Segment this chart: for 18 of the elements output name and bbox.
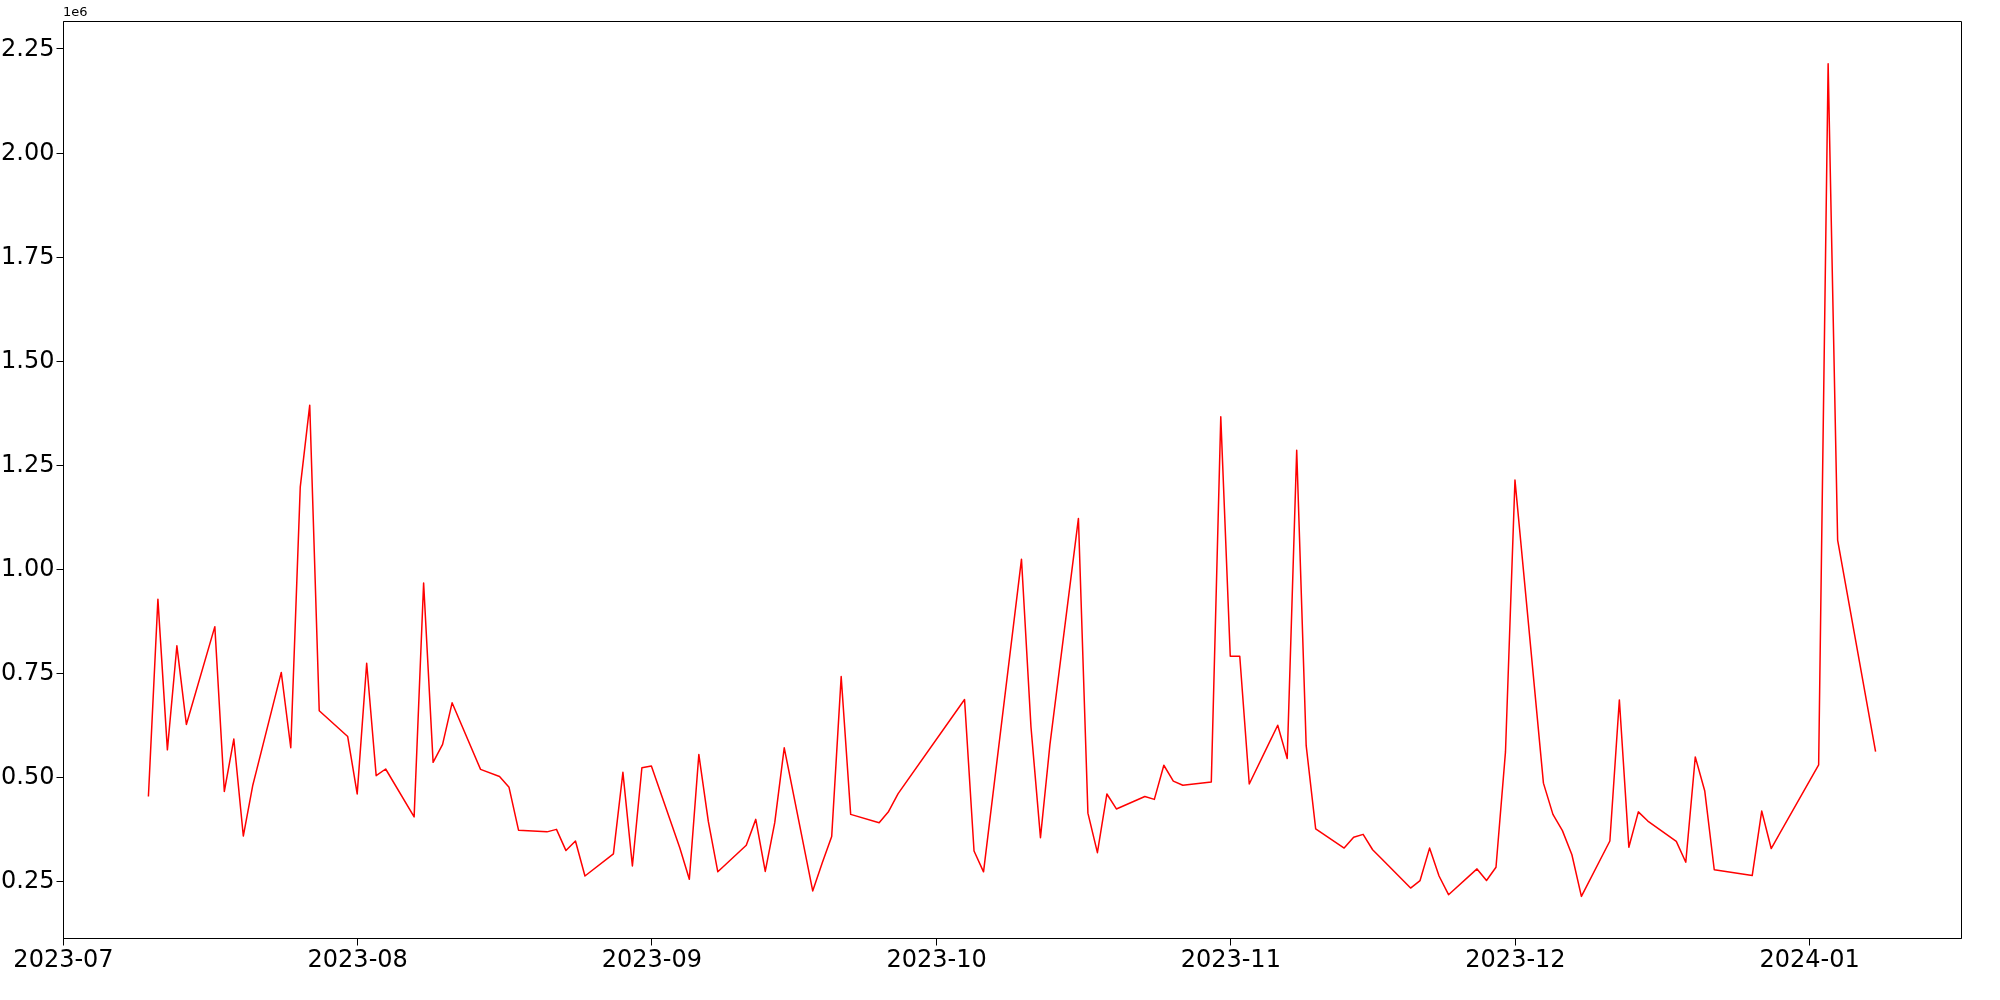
y-tick-label: 0.25 xyxy=(1,866,55,895)
y-tick-label: 1.25 xyxy=(1,450,55,479)
y-tick-label: 1.00 xyxy=(1,554,55,583)
x-tick-label: 2024-01 xyxy=(1759,944,1860,973)
x-tick-label: 2023-11 xyxy=(1180,944,1281,973)
y-tick-label: 1.75 xyxy=(1,242,55,271)
x-tick-label: 2023-08 xyxy=(307,944,408,973)
x-tick-label: 2023-10 xyxy=(886,944,987,973)
y-tick-label: 0.75 xyxy=(1,658,55,687)
x-tick-label: 2023-09 xyxy=(601,944,703,973)
text: 1e6 xyxy=(63,4,88,19)
y-tick-label: 2.25 xyxy=(1,33,55,62)
x-tick-label: 2023-12 xyxy=(1465,944,1566,973)
y-tick-label: 0.50 xyxy=(1,762,55,791)
line-series xyxy=(147,63,1877,898)
y-tick-label: 1.50 xyxy=(1,346,55,375)
y-tick-label: 2.00 xyxy=(1,138,55,167)
x-tick-label: 2023-07 xyxy=(13,944,114,973)
